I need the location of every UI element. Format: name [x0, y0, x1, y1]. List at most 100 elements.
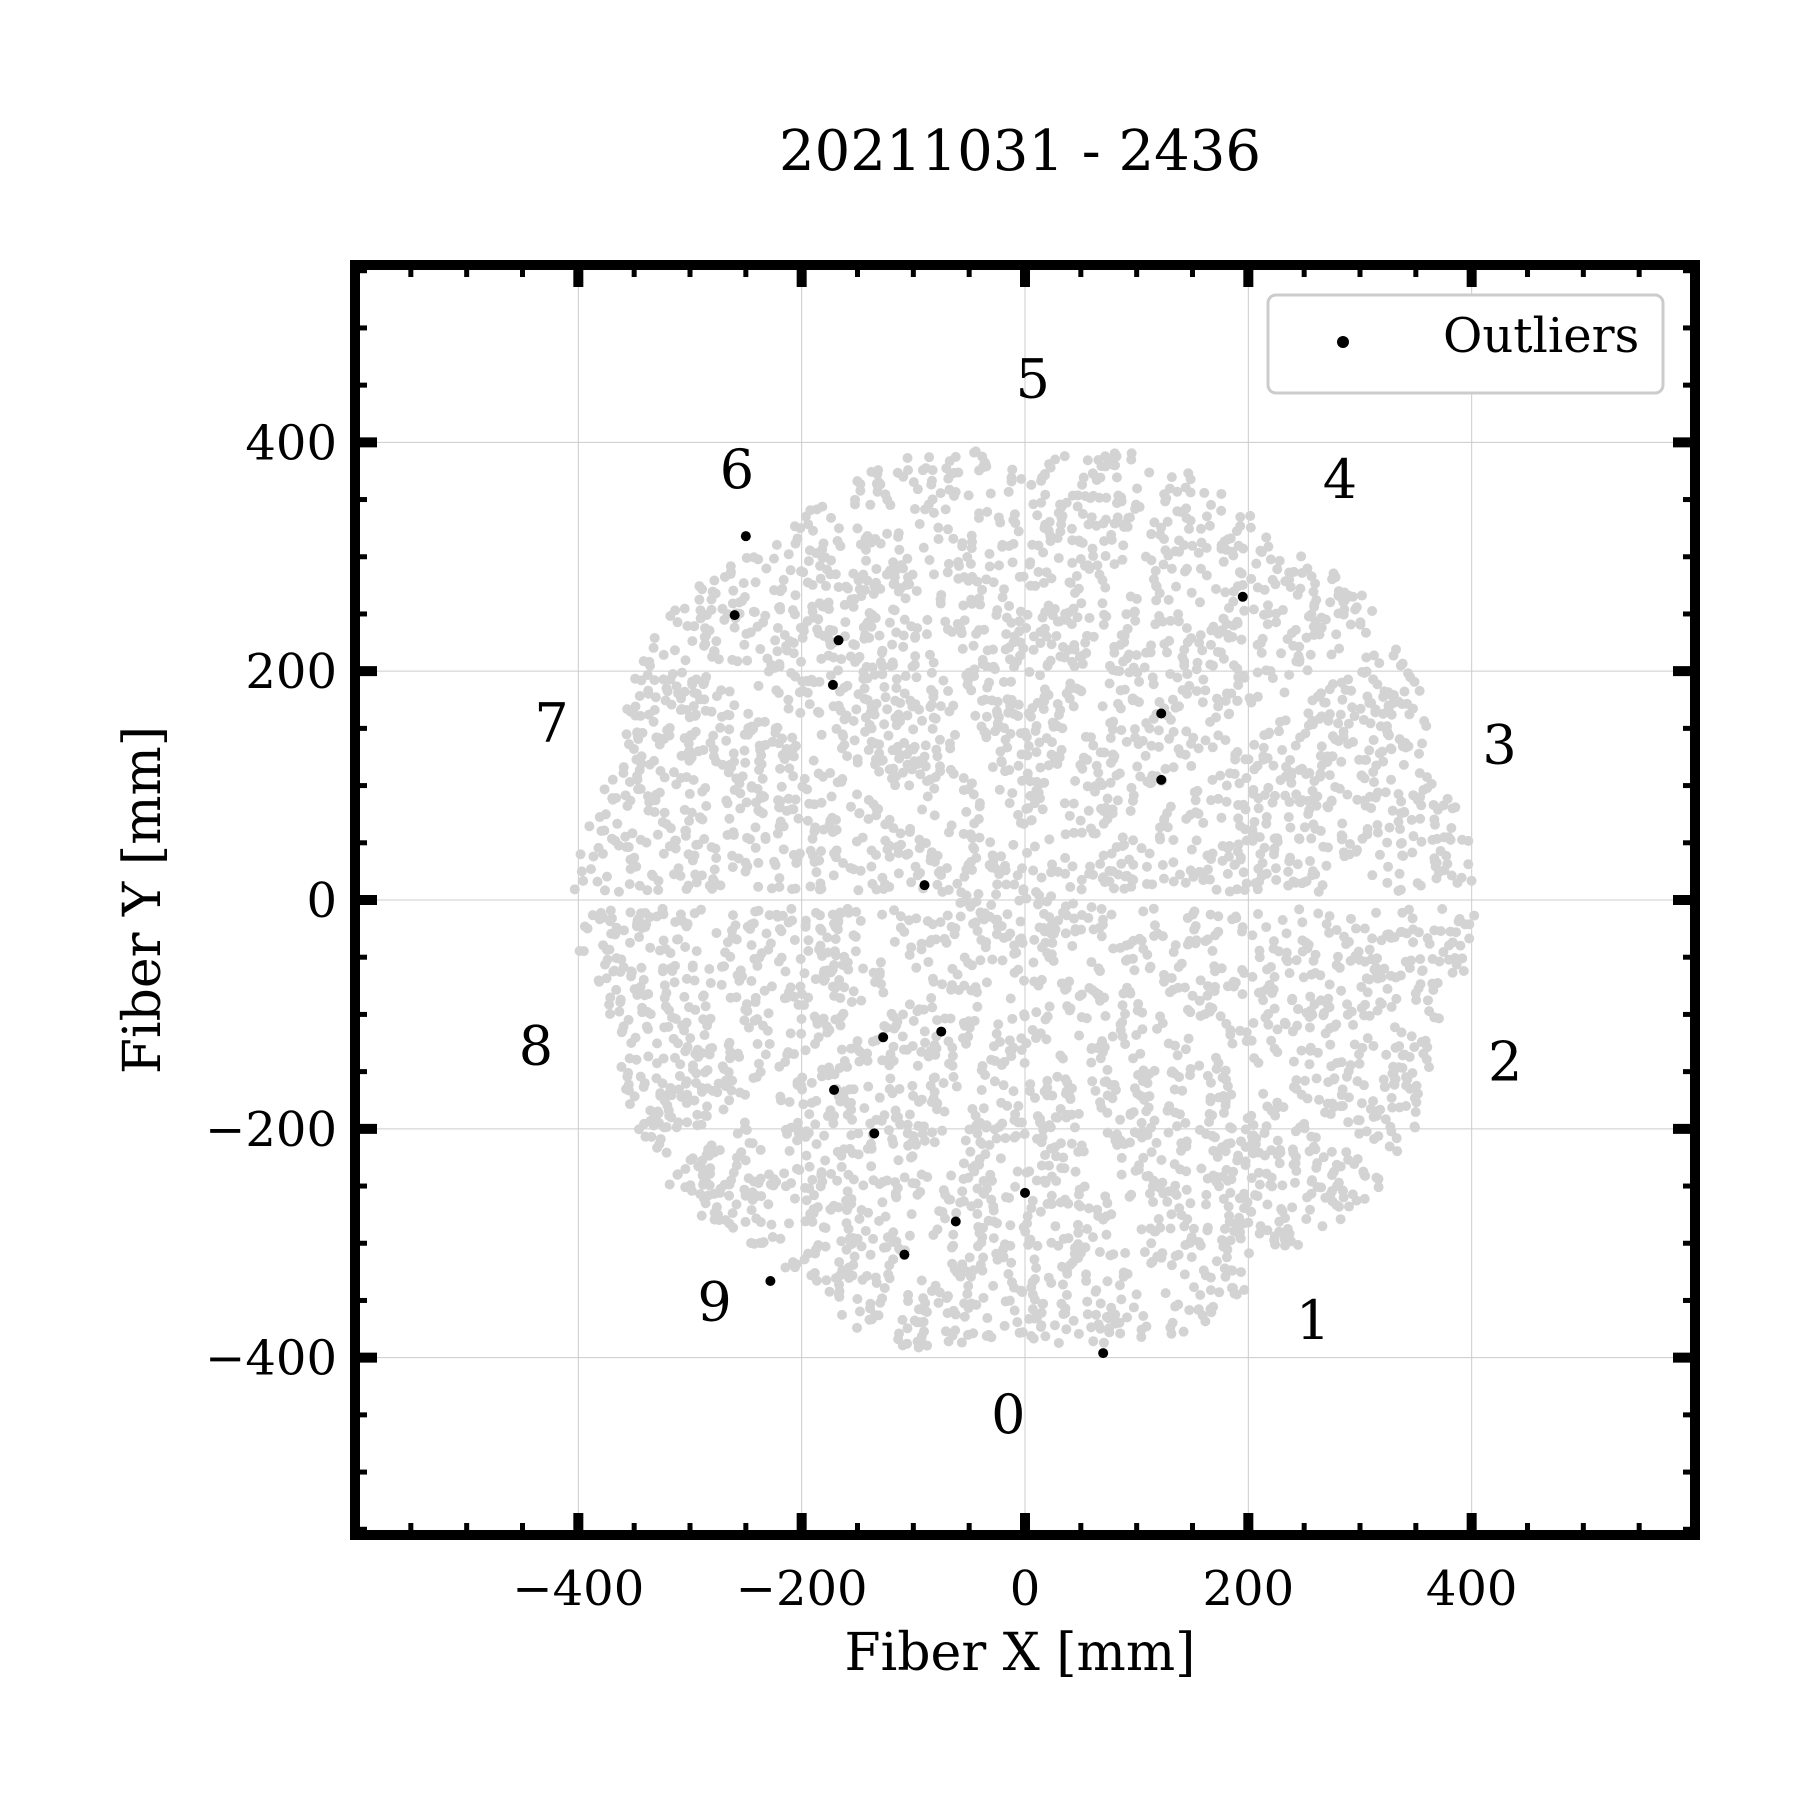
- background-point: [988, 1280, 999, 1291]
- background-point: [1068, 1315, 1079, 1326]
- background-point: [1294, 641, 1305, 652]
- background-point: [999, 722, 1010, 733]
- background-point: [1191, 786, 1202, 797]
- background-point: [1359, 773, 1370, 784]
- background-point: [865, 499, 876, 510]
- background-point: [653, 875, 664, 886]
- background-point: [1415, 813, 1426, 824]
- background-point: [1261, 922, 1272, 933]
- background-point: [989, 1124, 1000, 1135]
- background-point: [1269, 971, 1280, 982]
- background-point: [1181, 1136, 1192, 1147]
- background-point: [1261, 818, 1272, 829]
- background-point: [843, 964, 854, 975]
- background-point: [1168, 834, 1179, 845]
- background-point: [1162, 822, 1173, 833]
- background-point: [1055, 1103, 1066, 1114]
- background-point: [843, 1223, 854, 1234]
- background-point: [1247, 835, 1258, 846]
- background-point: [1306, 833, 1317, 844]
- background-point: [1058, 1233, 1069, 1244]
- background-point: [611, 984, 622, 995]
- background-point: [939, 1106, 950, 1117]
- background-point: [1351, 602, 1362, 613]
- background-point: [1201, 570, 1212, 581]
- background-point: [1029, 1274, 1040, 1285]
- background-point: [646, 869, 657, 880]
- background-point: [1254, 945, 1265, 956]
- background-point: [796, 656, 807, 667]
- background-point: [1287, 1202, 1298, 1213]
- background-point: [1044, 834, 1055, 845]
- background-point: [1058, 907, 1069, 918]
- background-point: [903, 465, 914, 476]
- background-point: [1277, 914, 1288, 925]
- background-point: [1410, 988, 1421, 999]
- background-point: [1213, 1058, 1224, 1069]
- background-point: [1305, 1204, 1316, 1215]
- background-point: [1238, 799, 1249, 810]
- background-point: [816, 1167, 827, 1178]
- background-point: [1148, 903, 1159, 914]
- background-point: [948, 768, 959, 779]
- background-point: [748, 606, 759, 617]
- background-point: [1003, 1269, 1014, 1280]
- background-point: [1208, 1170, 1219, 1181]
- background-point: [1077, 763, 1088, 774]
- background-point: [777, 910, 788, 921]
- background-point: [1098, 872, 1109, 883]
- background-point: [828, 652, 839, 663]
- background-point: [1192, 657, 1203, 668]
- background-point: [728, 748, 739, 759]
- background-point: [1253, 908, 1264, 919]
- background-point: [926, 667, 937, 678]
- background-point: [1106, 1209, 1117, 1220]
- background-point: [1402, 698, 1413, 709]
- background-point: [1035, 1321, 1046, 1332]
- background-point: [1100, 1011, 1111, 1022]
- background-point: [1012, 1166, 1023, 1177]
- background-point: [796, 566, 807, 577]
- background-point: [1275, 775, 1286, 786]
- background-point: [906, 877, 917, 888]
- background-point: [978, 1292, 989, 1303]
- background-point: [986, 1332, 997, 1343]
- background-point: [1355, 619, 1366, 630]
- background-point: [874, 766, 885, 777]
- background-point: [1159, 533, 1170, 544]
- background-point: [695, 694, 706, 705]
- background-point: [1361, 1126, 1372, 1137]
- background-point: [1324, 979, 1335, 990]
- background-point: [1019, 1009, 1030, 1020]
- background-point: [1133, 1128, 1144, 1139]
- background-point: [1200, 1199, 1211, 1210]
- background-point: [775, 1233, 786, 1244]
- background-point: [1039, 1086, 1050, 1097]
- background-point: [1254, 1228, 1265, 1239]
- background-point: [659, 1122, 670, 1133]
- background-point: [635, 784, 646, 795]
- background-point: [1035, 1206, 1046, 1217]
- background-point: [1270, 863, 1281, 874]
- background-point: [1157, 1177, 1168, 1188]
- background-point: [1294, 904, 1305, 915]
- background-point: [714, 1145, 725, 1156]
- background-point: [868, 703, 879, 714]
- background-point: [1032, 1133, 1043, 1144]
- background-point: [932, 1224, 943, 1235]
- background-point: [986, 1054, 997, 1065]
- background-point: [1044, 1120, 1055, 1131]
- background-point: [964, 1124, 975, 1135]
- background-point: [790, 883, 801, 894]
- background-point: [674, 1071, 685, 1082]
- background-point: [859, 683, 870, 694]
- background-point: [1282, 956, 1293, 967]
- background-point: [1008, 637, 1019, 648]
- background-point: [1035, 638, 1046, 649]
- background-point: [935, 488, 946, 499]
- background-point: [892, 715, 903, 726]
- background-point: [687, 1153, 698, 1164]
- outlier-point: [1156, 774, 1167, 785]
- background-point: [1067, 1257, 1078, 1268]
- background-point: [661, 1147, 672, 1158]
